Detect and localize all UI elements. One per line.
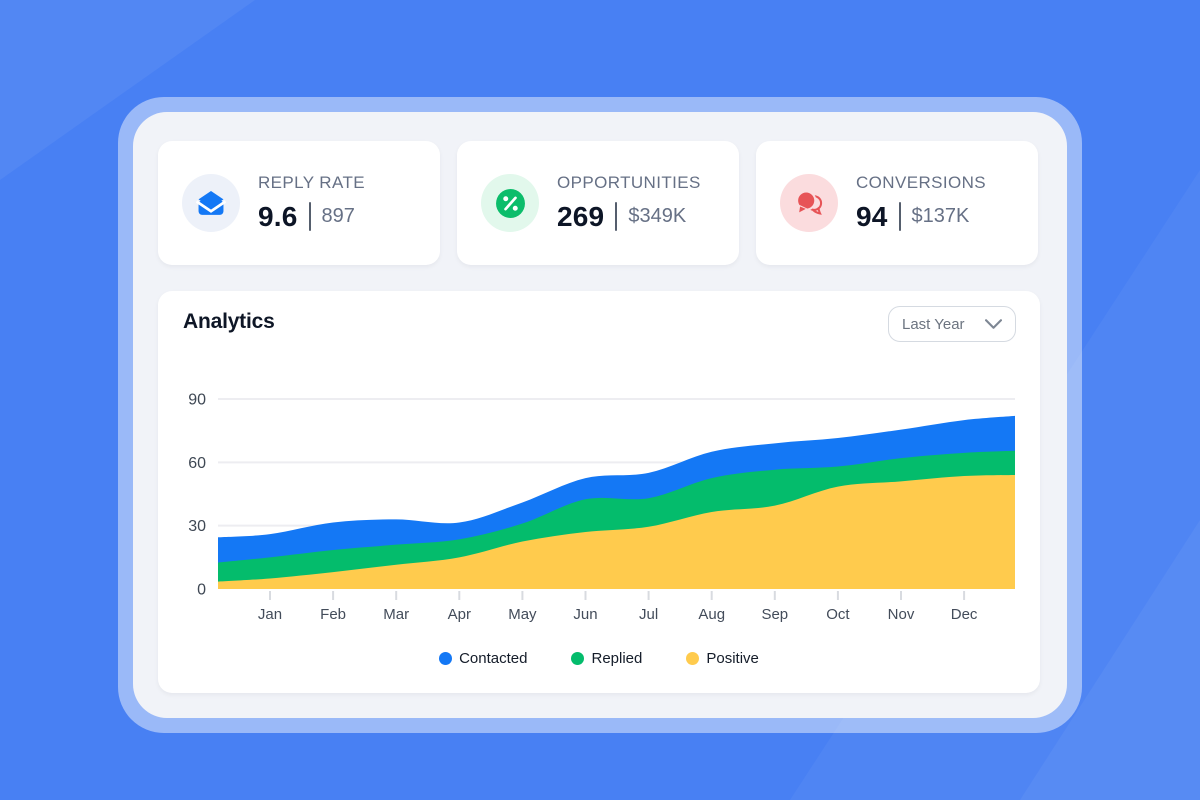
stat-label: REPLY RATE xyxy=(258,172,365,192)
svg-text:Nov: Nov xyxy=(888,606,915,623)
stat-card-opportunities: OPPORTUNITIES 269 $349K xyxy=(457,141,739,265)
envelope-icon xyxy=(182,174,240,232)
svg-text:Sep: Sep xyxy=(761,606,788,623)
time-range-dropdown[interactable]: Last Year xyxy=(888,306,1016,342)
svg-text:Jan: Jan xyxy=(258,606,282,623)
stat-divider xyxy=(308,202,311,231)
svg-text:May: May xyxy=(508,606,537,623)
stat-label: OPPORTUNITIES xyxy=(557,172,701,192)
svg-text:Apr: Apr xyxy=(448,606,471,623)
analytics-title: Analytics xyxy=(183,310,275,333)
stacked-area-chart: 0 30 60 90 Jan Feb Mar Apr May Jun Jul Aug Sep Oct Nov… xyxy=(188,392,1015,623)
contacted-legend-dot xyxy=(439,652,453,665)
svg-text:60: 60 xyxy=(188,455,206,472)
time-range-selected-value: Last Year xyxy=(902,315,965,333)
analytics-card: Analytics Last Year 0 30 60 90 Jan Feb Mar Apr M… xyxy=(158,291,1040,693)
stat-label: CONVERSIONS xyxy=(856,172,987,192)
legend-item-positive: Positive xyxy=(686,650,759,667)
svg-text:Mar: Mar xyxy=(383,606,409,623)
svg-text:90: 90 xyxy=(188,392,206,409)
percent-icon xyxy=(481,174,539,232)
replied-legend-dot xyxy=(571,652,585,665)
svg-text:Jul: Jul xyxy=(639,606,658,623)
stat-value: 9.6 xyxy=(258,200,298,232)
stat-secondary-value: 897 xyxy=(321,205,355,227)
svg-text:30: 30 xyxy=(188,518,206,535)
legend-item-contacted: Contacted xyxy=(439,650,527,667)
stat-card-conversions: CONVERSIONS 94 $137K xyxy=(756,141,1038,265)
stat-card-reply-rate: REPLY RATE 9.6 897 xyxy=(158,141,440,265)
legend-item-replied: Replied xyxy=(571,650,642,667)
stat-value: 269 xyxy=(557,200,605,232)
chevron-down-icon xyxy=(985,319,1002,329)
legend-label: Replied xyxy=(591,650,643,667)
svg-text:Dec: Dec xyxy=(951,606,978,623)
legend-label: Contacted xyxy=(459,650,528,667)
legend-label: Positive xyxy=(706,650,759,667)
chart-legend: Contacted Replied Positive xyxy=(158,650,1040,667)
stat-secondary-value: $137K xyxy=(911,205,970,227)
stat-secondary-value: $349K xyxy=(628,205,687,227)
svg-text:Jun: Jun xyxy=(573,606,597,623)
chat-bubbles-icon xyxy=(780,174,838,232)
stats-row: REPLY RATE 9.6 897 OPPORTUNITIES xyxy=(158,141,1038,265)
svg-text:Aug: Aug xyxy=(698,606,725,623)
stat-value: 94 xyxy=(856,200,888,232)
svg-text:Feb: Feb xyxy=(320,606,346,623)
stat-divider xyxy=(898,202,901,231)
svg-text:Oct: Oct xyxy=(826,606,850,623)
positive-legend-dot xyxy=(686,652,700,665)
stat-divider xyxy=(615,202,618,231)
svg-text:0: 0 xyxy=(197,582,206,599)
